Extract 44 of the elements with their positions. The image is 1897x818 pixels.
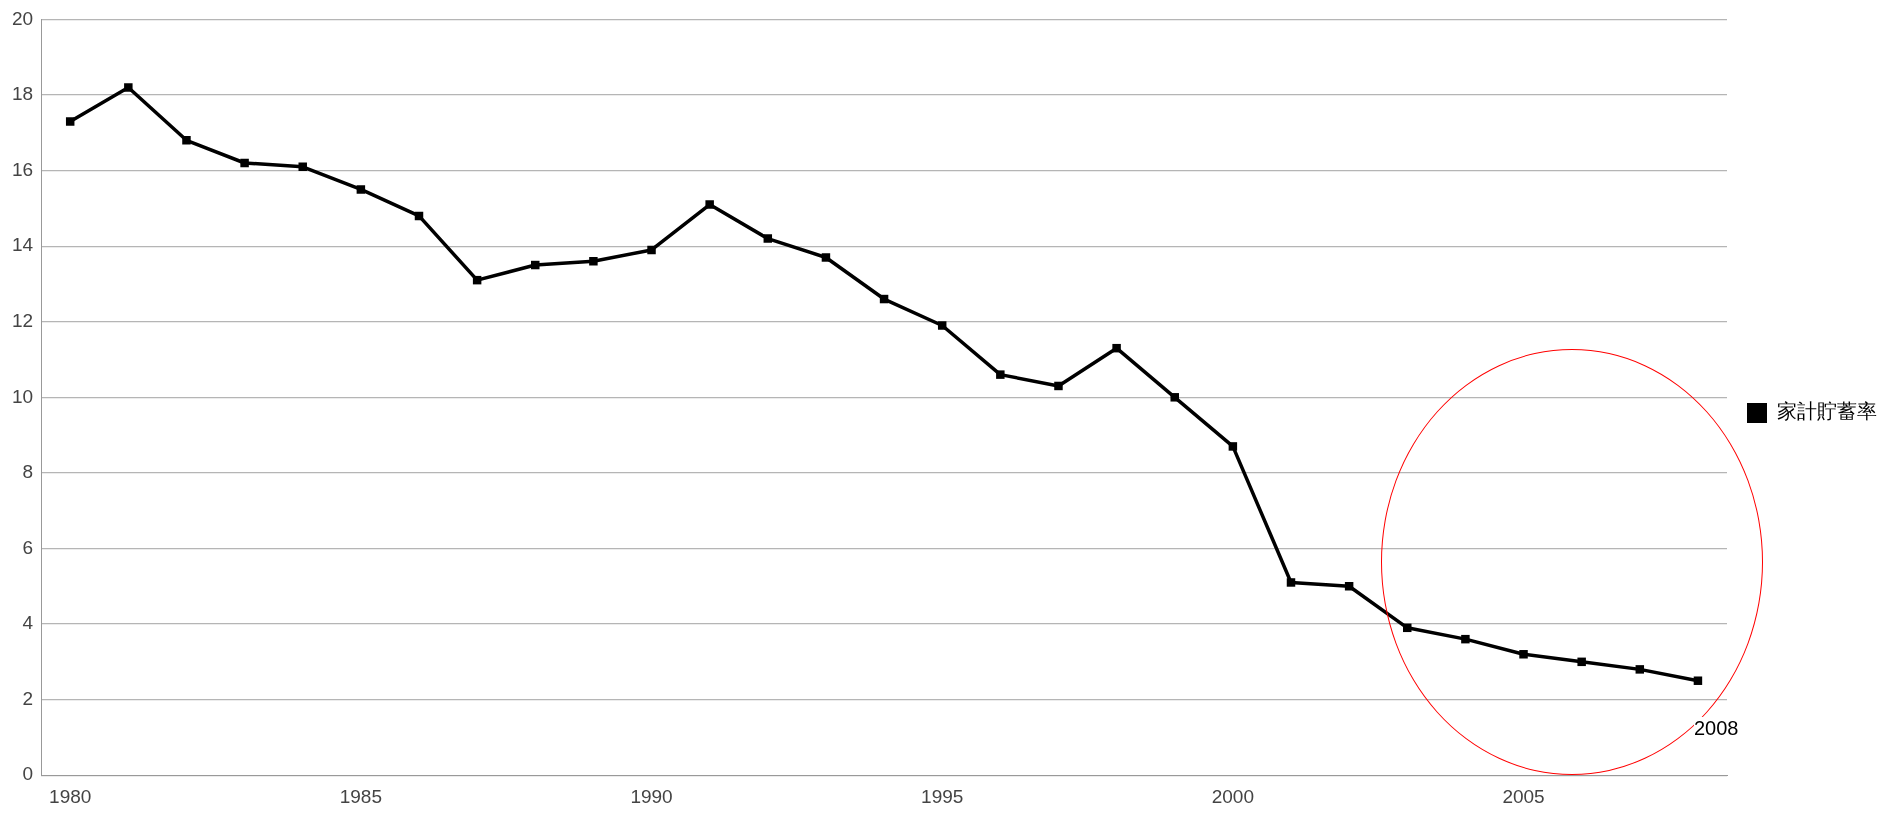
point bbox=[996, 370, 1005, 379]
y-tick-label: 6 bbox=[22, 536, 34, 558]
point bbox=[1693, 676, 1703, 685]
point bbox=[240, 158, 249, 168]
point bbox=[1228, 442, 1238, 451]
point bbox=[182, 136, 191, 145]
point bbox=[705, 200, 714, 209]
point bbox=[647, 245, 656, 255]
y-tick-label: 8 bbox=[22, 461, 34, 483]
point bbox=[1403, 623, 1412, 633]
legend-label: 家計貯蓄率 bbox=[1777, 399, 1877, 424]
y-tick-label: 16 bbox=[11, 158, 34, 180]
point bbox=[763, 234, 773, 243]
x-tick-label: 2005 bbox=[1502, 785, 1545, 807]
y-tick-label: 10 bbox=[11, 385, 34, 407]
point bbox=[356, 185, 366, 194]
point bbox=[124, 83, 133, 92]
x-tick-label: 1985 bbox=[339, 785, 383, 807]
y-tick-label: 20 bbox=[11, 7, 34, 29]
point bbox=[65, 117, 75, 126]
point bbox=[1054, 381, 1063, 391]
annotation: 2008 bbox=[1693, 716, 1739, 740]
point bbox=[1635, 665, 1645, 674]
y-tick-label: 4 bbox=[22, 612, 34, 634]
point bbox=[821, 253, 831, 262]
y-tick-label: 2 bbox=[22, 687, 34, 709]
x-tick-label: 1990 bbox=[630, 785, 673, 807]
x-tick-label: 1980 bbox=[49, 785, 92, 807]
point bbox=[1519, 650, 1528, 659]
point bbox=[1461, 634, 1470, 644]
point bbox=[937, 321, 947, 330]
point bbox=[589, 257, 598, 266]
point bbox=[1112, 343, 1121, 353]
y-tick-label: 18 bbox=[11, 83, 34, 105]
point bbox=[1577, 657, 1586, 667]
point bbox=[1170, 393, 1179, 402]
x-tick-label: 2000 bbox=[1211, 785, 1255, 807]
point bbox=[531, 260, 540, 270]
x-tick-label: 1995 bbox=[921, 785, 964, 807]
point bbox=[298, 162, 307, 172]
y-tick-label: 0 bbox=[22, 763, 34, 785]
point bbox=[1286, 578, 1296, 587]
y-tick-label: 14 bbox=[11, 234, 34, 256]
y-tick-label: 12 bbox=[11, 309, 34, 331]
